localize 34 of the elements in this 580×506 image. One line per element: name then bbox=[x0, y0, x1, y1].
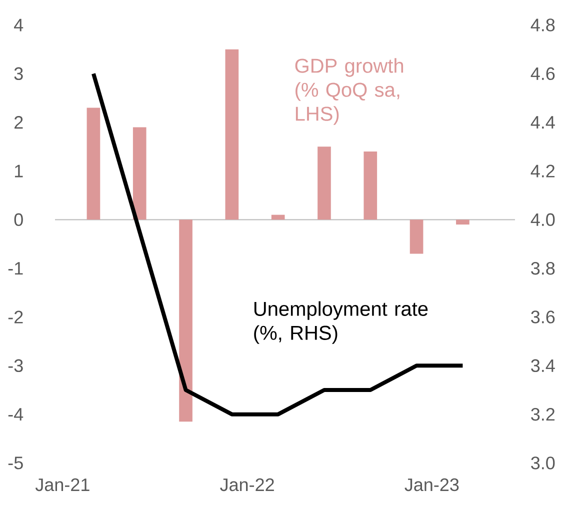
y-tick-label: 1 bbox=[14, 164, 23, 178]
x-tick-label: Jan-21 bbox=[35, 478, 90, 492]
y-tick-label: 3 bbox=[14, 67, 23, 80]
y-tick-label: -5 bbox=[8, 456, 23, 470]
y2-tick-label: 3.4 bbox=[531, 359, 555, 372]
bar bbox=[364, 152, 378, 220]
bar bbox=[179, 220, 192, 422]
y2-tick-label: 4.2 bbox=[530, 164, 555, 178]
y-tick-label: -4 bbox=[8, 408, 24, 421]
y2-tick-label: 4.4 bbox=[530, 116, 555, 129]
bar bbox=[410, 220, 424, 254]
y2-tick-label: 4.0 bbox=[530, 213, 555, 226]
y-tick-label: -1 bbox=[8, 262, 23, 275]
bar bbox=[456, 220, 470, 225]
y2-tick-label: 3.2 bbox=[531, 408, 555, 421]
y2-tick-label: 3.6 bbox=[531, 310, 555, 324]
bar bbox=[271, 214, 285, 220]
y-tick-label: 0 bbox=[14, 213, 23, 226]
y-tick-label: 2 bbox=[14, 116, 23, 129]
y2-tick-label: 3.0 bbox=[531, 456, 555, 470]
y2-tick-label: 3.8 bbox=[531, 262, 555, 275]
y-tick-label: -3 bbox=[8, 359, 23, 372]
y-tick-label: 4 bbox=[14, 18, 24, 32]
x-tick-label: Jan-22 bbox=[220, 478, 274, 492]
series-label: Unemployment rate (%, RHS) bbox=[254, 301, 428, 344]
y-tick-label: -2 bbox=[8, 310, 23, 324]
bar bbox=[225, 49, 239, 220]
y2-tick-label: 4.6 bbox=[530, 67, 555, 80]
y2-tick-label: 4.8 bbox=[530, 18, 555, 32]
bar bbox=[318, 146, 331, 220]
x-tick-label: Jan-23 bbox=[404, 478, 459, 492]
bar bbox=[86, 108, 100, 220]
bar bbox=[132, 127, 146, 220]
series-label: GDP growth (% QoQ sa, LHS) bbox=[295, 58, 404, 125]
